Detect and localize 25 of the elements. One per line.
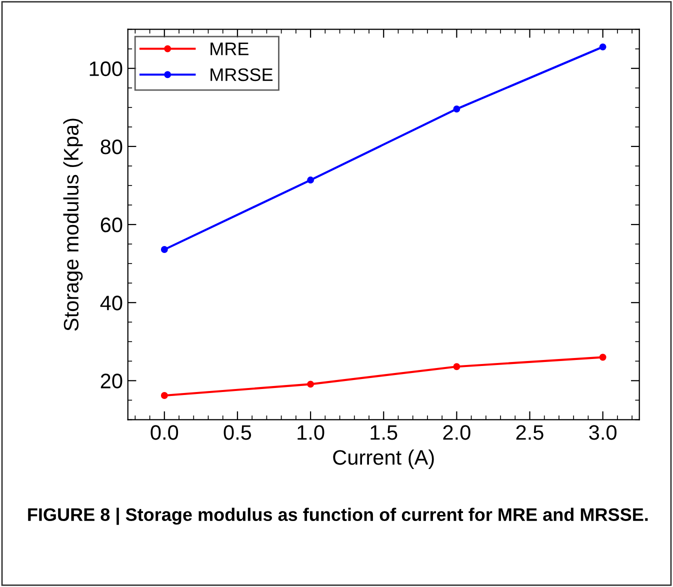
point — [599, 354, 606, 361]
x-tick-label: 0.5 — [224, 425, 252, 440]
y-tick-label: 40 — [100, 296, 122, 310]
point — [307, 176, 314, 184]
y-tick-label: 20 — [100, 374, 122, 388]
x-tick-label: 2.5 — [516, 425, 544, 440]
point — [160, 392, 168, 399]
x-tick-label: 0.0 — [150, 425, 178, 440]
y-tick-label: 60 — [100, 218, 122, 232]
point — [453, 106, 460, 112]
x-axis-title: Current (A) — [333, 450, 434, 469]
y-tick-label: 100 — [90, 61, 122, 76]
x-tick-label: 2.0 — [443, 425, 470, 440]
x-tick-label: 3.0 — [589, 425, 616, 440]
x-tick-label: 1.0 — [298, 425, 324, 440]
point — [599, 43, 606, 50]
point — [307, 380, 314, 388]
legend-label: MRE — [210, 42, 248, 56]
point — [160, 246, 168, 253]
x-tick-label: 1.5 — [370, 425, 398, 440]
caption: FIGURE 8 | Storage modulus as function of current for MRE and MRSSE. — [28, 508, 648, 525]
y-axis-title: Storage modulus (Kpa) — [63, 118, 83, 331]
y-tick-label: 80 — [100, 139, 122, 154]
point — [453, 363, 460, 370]
legend-label: MRSSE — [210, 68, 273, 82]
